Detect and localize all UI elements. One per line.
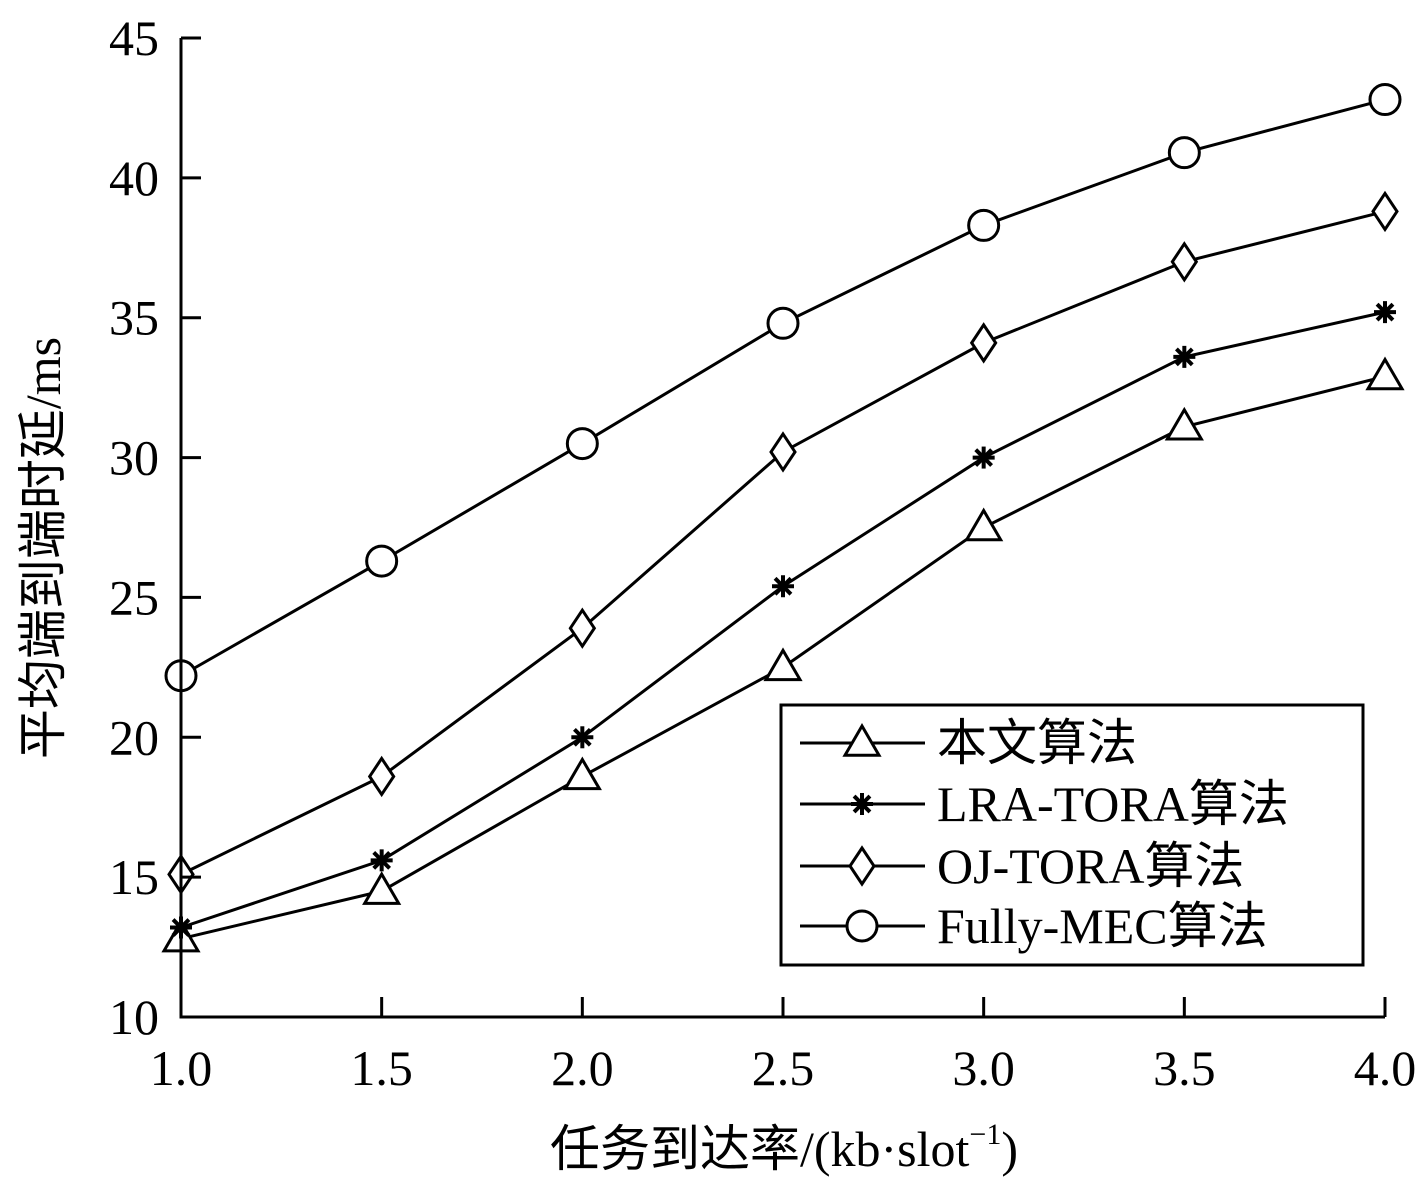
- series-2-point: [370, 849, 393, 872]
- series-4-point: [365, 544, 399, 578]
- legend-label: LRA-TORA算法: [937, 776, 1289, 832]
- y-tick-label: 35: [109, 290, 159, 346]
- asterisk-stroke: [1174, 347, 1194, 367]
- asterisk-stroke: [852, 794, 872, 814]
- legend-box: [779, 703, 1365, 967]
- y-tick-label: 25: [109, 569, 159, 625]
- asterisk-stroke: [572, 727, 592, 747]
- legend-marker: [845, 909, 879, 943]
- y-axis-ticks: 10 15 20 25 30 35 40 45: [109, 10, 201, 1045]
- asterisk-stroke: [974, 448, 994, 467]
- x-tick-label: 2.0: [551, 1040, 614, 1096]
- series-4-point: [565, 427, 599, 461]
- x-axis-label: 任务到达率/(kb·slot−1): [550, 1118, 1018, 1177]
- y-tick-label: 20: [109, 709, 159, 765]
- x-axis-label-close: ): [1001, 1121, 1018, 1177]
- series-3-point: [769, 431, 797, 473]
- legend-label: 本文算法: [937, 715, 1137, 771]
- x-axis-ticks: 1.0 1.5 2.0 2.5 3.0 3.5 4.0: [150, 997, 1417, 1096]
- x-axis-label-superscript: −1: [969, 1118, 1001, 1151]
- series-4-point: [967, 208, 1001, 242]
- legend-marker: [842, 723, 882, 757]
- x-tick-label: 1.0: [150, 1040, 213, 1096]
- x-tick-label: 1.5: [350, 1040, 413, 1096]
- y-tick-label: 30: [109, 430, 159, 486]
- y-tick-label: 10: [109, 989, 159, 1045]
- series-4-point: [1368, 83, 1402, 117]
- asterisk-stroke: [1375, 302, 1395, 322]
- series-markers: [161, 83, 1405, 953]
- asterisk-stroke: [372, 851, 392, 870]
- series-4-point: [1167, 136, 1201, 170]
- series-2-point: [972, 446, 995, 469]
- y-tick-label: 15: [109, 849, 159, 905]
- series-3-point: [1371, 190, 1399, 233]
- legend-marker: [851, 793, 873, 815]
- y-axis-label: 平均端到端时延/ms: [15, 337, 71, 759]
- legend-marker: [848, 845, 876, 887]
- x-axis-label-main: 任务到达率/(kb·slot: [550, 1121, 970, 1177]
- legend-label: Fully-MEC算法: [937, 898, 1268, 954]
- series-3-point: [568, 607, 597, 649]
- series-1-point: [763, 647, 803, 682]
- x-tick-label: 3.5: [1153, 1040, 1216, 1096]
- series-2-point: [1173, 345, 1196, 368]
- y-tick-label: 40: [109, 150, 159, 206]
- y-tick-label: 45: [109, 10, 159, 66]
- series-2-point: [772, 575, 794, 598]
- series-3-point: [367, 755, 396, 798]
- x-tick-label: 4.0: [1354, 1040, 1417, 1096]
- series-1-point: [964, 507, 1004, 542]
- series-1-point: [362, 871, 402, 905]
- series-1-point: [562, 756, 602, 791]
- series-2-point: [1374, 301, 1396, 324]
- asterisk-stroke: [773, 576, 793, 596]
- series-3-point: [969, 322, 998, 364]
- series-1-point: [1164, 406, 1204, 441]
- series-3-point: [1170, 241, 1199, 283]
- series-2-point: [571, 726, 594, 749]
- x-tick-label: 2.5: [752, 1040, 815, 1096]
- series-4-point: [766, 306, 800, 340]
- legend-label: OJ-TORA算法: [937, 838, 1244, 894]
- series-1-point: [1365, 356, 1405, 391]
- x-tick-label: 3.0: [952, 1040, 1015, 1096]
